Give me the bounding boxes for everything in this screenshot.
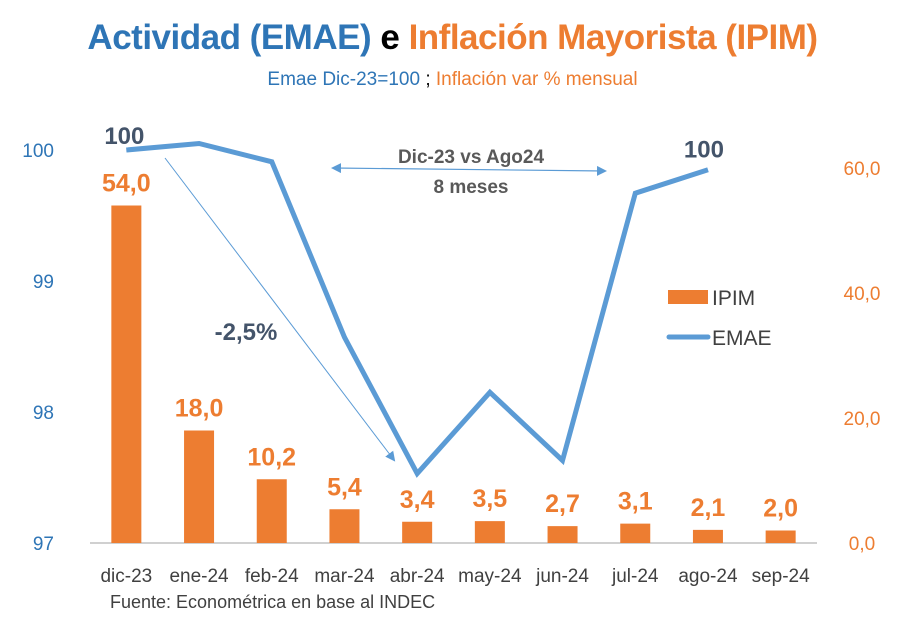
left-axis: 97 98 99 100 — [22, 141, 54, 555]
ipim-bar — [111, 205, 142, 543]
chart-title: Actividad (EMAE) e Inflación Mayorista (… — [0, 18, 905, 58]
x-tick-label: jun-24 — [535, 566, 589, 587]
period-annotation-line1: Dic-23 vs Ago24 — [398, 147, 545, 168]
ipim-bar-label: 3,4 — [400, 486, 435, 514]
x-tick-label: ene-24 — [169, 566, 229, 587]
title-connector: e — [380, 18, 400, 57]
ipim-bar — [620, 523, 651, 543]
legend-ipim-swatch — [668, 290, 708, 304]
right-tick-label: 40,0 — [844, 284, 881, 305]
period-double-arrow — [331, 163, 607, 176]
legend-ipim-label: IPIM — [712, 287, 755, 310]
ipim-bar-label: 2,0 — [763, 495, 798, 523]
x-tick-label: feb-24 — [245, 566, 299, 587]
ipim-bar — [765, 530, 796, 543]
ipim-bar-label: 3,1 — [618, 488, 653, 516]
x-tick-label: sep-24 — [752, 566, 811, 587]
ipim-bar-label: 2,7 — [545, 490, 580, 518]
left-tick-label: 99 — [33, 272, 54, 293]
ipim-bar-label: 2,1 — [691, 494, 726, 522]
x-tick-label: jul-24 — [611, 566, 659, 587]
ipim-bar — [547, 526, 578, 543]
x-tick-label: ago-24 — [678, 566, 738, 587]
right-axis: 0,0 20,0 40,0 60,0 — [844, 159, 881, 555]
x-tick-label: mar-24 — [314, 566, 375, 587]
left-tick-label: 97 — [33, 534, 54, 555]
ipim-bar — [329, 509, 360, 543]
x-axis-labels: dic-23 ene-24 feb-24 mar-24 abr-24 may-24 jun-… — [100, 566, 810, 587]
ipim-bar-label: 3,5 — [472, 485, 507, 513]
legend: IPIM EMAE — [666, 287, 772, 350]
ipim-bar-label: 54,0 — [102, 170, 151, 198]
subtitle-ipim: Inflación var % mensual — [435, 69, 638, 90]
ipim-bar — [184, 430, 215, 543]
x-tick-label: may-24 — [458, 566, 522, 587]
title-ipim: Inflación Mayorista (IPIM) — [408, 18, 819, 57]
left-tick-label: 100 — [22, 141, 54, 162]
chart-subtitle: Emae Dic-23=100 ; Inflación var % mensua… — [0, 69, 905, 91]
ipim-bar-labels: 54,0 18,0 10,2 5,4 3,4 3,5 2,7 3,1 2,1 2,0 — [102, 170, 798, 523]
right-tick-label: 20,0 — [844, 409, 881, 430]
x-tick-label: dic-23 — [100, 566, 152, 587]
emae-line — [126, 140, 709, 478]
ipim-bar-label: 18,0 — [175, 395, 224, 423]
ipim-bar — [474, 521, 505, 543]
x-tick-label: abr-24 — [390, 566, 445, 587]
period-annotation-line2: 8 meses — [433, 177, 508, 198]
ipim-bar — [692, 529, 723, 543]
subtitle-emae: Emae Dic-23=100 — [267, 69, 421, 90]
left-tick-label: 98 — [33, 403, 54, 424]
ipim-bar-label: 10,2 — [247, 443, 296, 471]
right-tick-label: 60,0 — [844, 159, 881, 180]
emae-start-label: 100 — [104, 123, 144, 150]
legend-emae-label: EMAE — [712, 327, 772, 350]
ipim-bars — [111, 205, 796, 543]
right-tick-label: 0,0 — [849, 534, 875, 555]
emae-end-label: 100 — [684, 137, 724, 164]
ipim-bar — [256, 479, 287, 543]
ipim-bar — [402, 521, 433, 543]
subtitle-separator: ; — [425, 69, 431, 90]
ipim-bar-label: 5,4 — [327, 473, 362, 501]
title-emae: Actividad (EMAE) — [87, 18, 372, 57]
drop-arrow — [164, 157, 396, 462]
drop-percentage-label: -2,5% — [215, 319, 278, 346]
source-note: Fuente: Econométrica en base al INDEC — [110, 592, 435, 612]
